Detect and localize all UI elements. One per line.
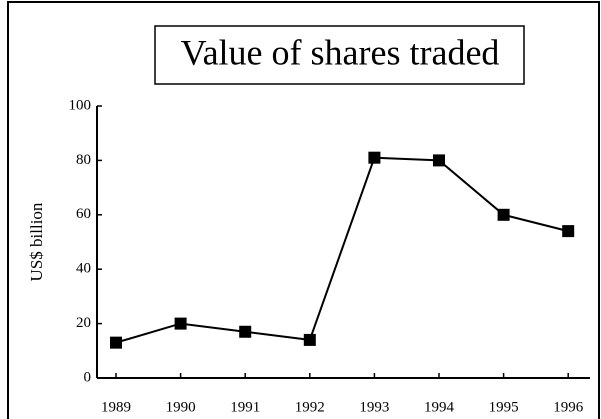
title-box [154,25,525,85]
line [115,156,569,344]
marker [174,317,187,330]
marker [433,154,445,167]
marker [239,325,252,338]
x-tick-label: 1996 [553,399,584,415]
x-tick-label: 1989 [101,399,131,415]
x-tick-label: 1993 [359,399,389,415]
chart-title: Value of shares traded [181,32,500,72]
x-tick-label: 1995 [489,399,519,415]
marker [110,336,122,349]
y-tick-label: 80 [76,152,91,168]
frame [7,1,600,419]
marker [303,333,316,346]
marker [368,151,381,164]
x-tick-label: 1990 [166,399,196,415]
y-tick-label: 0 [84,369,92,385]
x-tick-label: 1994 [424,399,455,415]
x-tick-label: 1992 [295,399,325,415]
marker [497,208,510,221]
x-tick-label: 1991 [230,399,260,415]
y-tick-label: 40 [76,261,91,277]
y-tick-label: 100 [69,97,92,113]
y-tick-label: 20 [76,315,91,331]
marker [562,225,575,238]
y-tick-label: 60 [76,206,91,222]
y-axis-label: US$ billion [27,202,46,281]
